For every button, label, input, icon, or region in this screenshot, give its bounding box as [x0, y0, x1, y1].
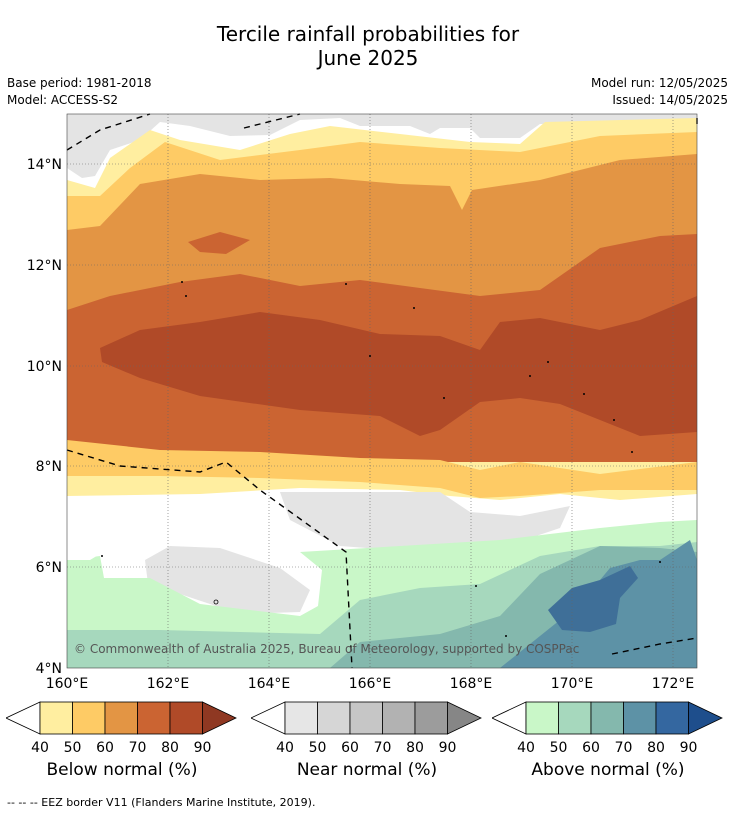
near-swatch-70-80 [382, 701, 416, 735]
model-run: Model run: 12/05/2025 [590, 76, 728, 90]
map-fill-layers [67, 114, 697, 668]
near-swatch-over [447, 701, 482, 735]
colorbar-below-normal: 40 50 60 70 80 90 [6, 701, 237, 756]
lon-tick: 172°E [652, 676, 695, 692]
below-50-60-southern [67, 440, 697, 498]
latitude-ticks: 14°N 12°N 10°N 8°N 6°N 4°N [27, 157, 62, 677]
near-swatch-40-50 [284, 701, 318, 735]
lat-tick: 10°N [27, 359, 62, 375]
near-tick: 40 [276, 740, 294, 756]
below-tick: 40 [31, 740, 49, 756]
meta-right: Model run: 12/05/2025 Issued: 14/05/2025 [591, 75, 728, 109]
probability-map: © Commonwealth of Australia 2025, Bureau… [27, 113, 698, 692]
issued-date: Issued: 14/05/2025 [612, 93, 728, 107]
above-swatch-under [492, 701, 527, 735]
near-tick: 80 [406, 740, 424, 756]
below-80-90-band [100, 296, 697, 436]
below-swatch-60-70 [104, 701, 138, 735]
title-line-2: June 2025 [317, 46, 419, 70]
colorbar-near-label: Near normal (%) [296, 760, 438, 780]
colorbar-above-swatches [492, 701, 723, 735]
colorbar-above-label: Above normal (%) [531, 760, 685, 780]
eez-footnote: -- -- -- EEZ border V11 (Flanders Marine… [7, 796, 316, 809]
near-tick: 70 [374, 740, 392, 756]
above-tick: 80 [647, 740, 665, 756]
near-normal-region-north [67, 114, 697, 178]
lat-tick: 4°N [36, 661, 62, 677]
title-line-1: Tercile rainfall probabilities for [216, 22, 520, 46]
near-swatch-60-70 [349, 701, 383, 735]
colorbar-below-label: Below normal (%) [46, 760, 198, 780]
near-tick: 90 [439, 740, 457, 756]
above-swatch-50-60 [558, 701, 592, 735]
near-tick: 50 [309, 740, 327, 756]
longitude-ticks: 160°E 162°E 164°E 166°E 168°E 170°E 172°… [46, 676, 695, 692]
above-tick: 60 [582, 740, 600, 756]
near-swatch-50-60 [317, 701, 351, 735]
gridlines [67, 114, 697, 668]
above-swatch-over [688, 701, 723, 735]
lon-tick: 160°E [46, 676, 89, 692]
near-swatch-under [251, 701, 286, 735]
model-name: Model: ACCESS-S2 [7, 93, 119, 107]
above-swatch-40-50 [525, 701, 559, 735]
above-swatch-60-70 [590, 701, 624, 735]
above-swatch-70-80 [623, 701, 657, 735]
colorbar-below-swatches [6, 701, 237, 735]
below-tick: 60 [96, 740, 114, 756]
lon-tick: 162°E [147, 676, 190, 692]
colorbar-near-normal: 40 50 60 70 80 90 [251, 701, 482, 756]
above-80-90-patch [548, 566, 638, 632]
lon-tick: 170°E [551, 676, 594, 692]
below-swatch-40-50 [39, 701, 73, 735]
lat-tick: 14°N [27, 157, 62, 173]
lat-tick: 8°N [36, 459, 62, 475]
below-tick: 80 [161, 740, 179, 756]
above-tick: 40 [517, 740, 535, 756]
white-left-southern [67, 498, 150, 560]
base-period: Base period: 1981-2018 [7, 76, 152, 90]
below-tick: 50 [64, 740, 82, 756]
above-tick: 70 [615, 740, 633, 756]
lat-tick: 6°N [36, 560, 62, 576]
map-frame [66, 113, 698, 669]
colorbar-above-normal: 40 50 60 70 80 90 [492, 701, 723, 756]
below-tick: 90 [194, 740, 212, 756]
lat-tick: 12°N [27, 258, 62, 274]
above-tick: 50 [550, 740, 568, 756]
below-tick: 70 [129, 740, 147, 756]
near-normal-region-south [280, 492, 570, 552]
below-60-70-patch [188, 232, 250, 254]
below-swatch-under [6, 701, 41, 735]
below-swatch-80-90 [169, 701, 203, 735]
map-title: Tercile rainfall probabilities for June … [0, 22, 736, 70]
lon-tick: 168°E [450, 676, 493, 692]
colorbar-near-swatches [251, 701, 482, 735]
meta-left: Base period: 1981-2018 Model: ACCESS-S2 [7, 75, 152, 109]
below-swatch-50-60 [72, 701, 106, 735]
above-tick: 90 [680, 740, 698, 756]
lon-tick: 166°E [349, 676, 392, 692]
copyright-notice: © Commonwealth of Australia 2025, Bureau… [74, 642, 579, 656]
below-swatch-70-80 [137, 701, 171, 735]
islands [101, 281, 661, 637]
above-swatch-80-90 [655, 701, 689, 735]
below-swatch-over [202, 701, 237, 735]
near-tick: 60 [341, 740, 359, 756]
lon-tick: 164°E [248, 676, 291, 692]
near-swatch-80-90 [414, 701, 448, 735]
